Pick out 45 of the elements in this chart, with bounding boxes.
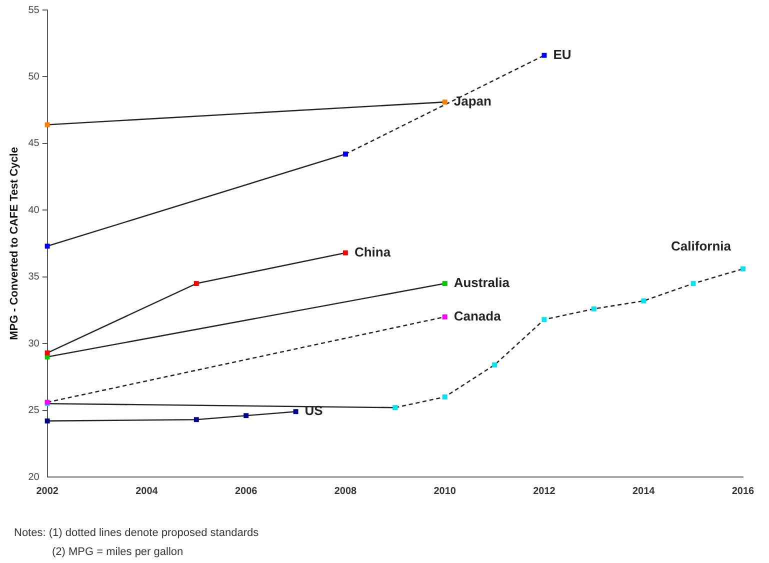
y-tick-label: 35 bbox=[28, 272, 40, 283]
y-tick-label: 20 bbox=[28, 472, 40, 483]
series-label: Canada bbox=[454, 308, 502, 324]
point bbox=[442, 314, 448, 320]
point bbox=[641, 298, 646, 304]
series-label: Australia bbox=[454, 275, 510, 290]
point bbox=[44, 122, 50, 128]
y-tick-label: 50 bbox=[28, 71, 40, 82]
series-label: EU bbox=[553, 46, 572, 62]
point bbox=[44, 350, 50, 356]
point bbox=[342, 250, 348, 256]
series-label: Japan bbox=[454, 94, 492, 109]
point bbox=[44, 244, 50, 249]
y-tick-label: 55 bbox=[28, 4, 40, 16]
y-tick-label: 30 bbox=[28, 338, 40, 350]
point bbox=[492, 362, 498, 368]
point bbox=[293, 409, 298, 414]
point bbox=[244, 413, 249, 418]
y-axis-title: MPG - Converted to CAFE Test Cycle bbox=[8, 147, 21, 340]
x-tick-label: 2010 bbox=[434, 486, 456, 497]
series-label: China bbox=[354, 244, 392, 260]
y-tick-label: 45 bbox=[28, 138, 40, 150]
point bbox=[194, 417, 199, 422]
point bbox=[442, 394, 448, 400]
text: (2) MPG = miles per gallon bbox=[51, 545, 184, 560]
x-tick-label: 2008 bbox=[334, 486, 358, 497]
point bbox=[442, 100, 448, 105]
x-tick-label: 2014 bbox=[632, 486, 656, 497]
series-label: California bbox=[671, 238, 732, 254]
point bbox=[740, 266, 746, 272]
y-tick-label: 40 bbox=[28, 204, 40, 216]
point bbox=[442, 281, 448, 286]
point bbox=[690, 281, 696, 286]
x-tick-label: 2006 bbox=[234, 486, 258, 497]
point bbox=[542, 317, 547, 322]
point bbox=[591, 306, 596, 312]
x-tick-label: 2002 bbox=[36, 486, 59, 497]
point bbox=[194, 281, 199, 286]
x-tick-label: 2012 bbox=[533, 486, 556, 497]
x-tick-label: 2004 bbox=[136, 486, 158, 497]
point bbox=[542, 52, 547, 58]
point bbox=[44, 418, 50, 424]
text: Notes: (1) dotted lines denote proposed standards bbox=[14, 526, 259, 541]
x-tick-label: 2016 bbox=[732, 486, 755, 497]
y-tick-label: 25 bbox=[28, 405, 40, 416]
